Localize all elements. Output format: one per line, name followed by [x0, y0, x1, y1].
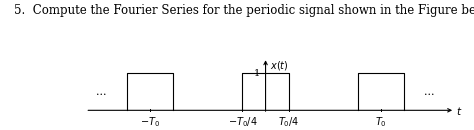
- Text: 5.  Compute the Fourier Series for the periodic signal shown in the Figure below: 5. Compute the Fourier Series for the pe…: [14, 4, 474, 17]
- Text: ...: ...: [96, 87, 107, 97]
- Text: $T_0/4$: $T_0/4$: [278, 115, 300, 129]
- Text: 1: 1: [254, 69, 260, 78]
- Text: $-T_0/4$: $-T_0/4$: [228, 115, 257, 129]
- Text: $t$: $t$: [456, 105, 462, 117]
- Text: ...: ...: [424, 87, 435, 97]
- Text: $-T_0$: $-T_0$: [140, 115, 160, 129]
- Text: $x(t)$: $x(t)$: [270, 58, 289, 72]
- Text: $T_0$: $T_0$: [375, 115, 387, 129]
